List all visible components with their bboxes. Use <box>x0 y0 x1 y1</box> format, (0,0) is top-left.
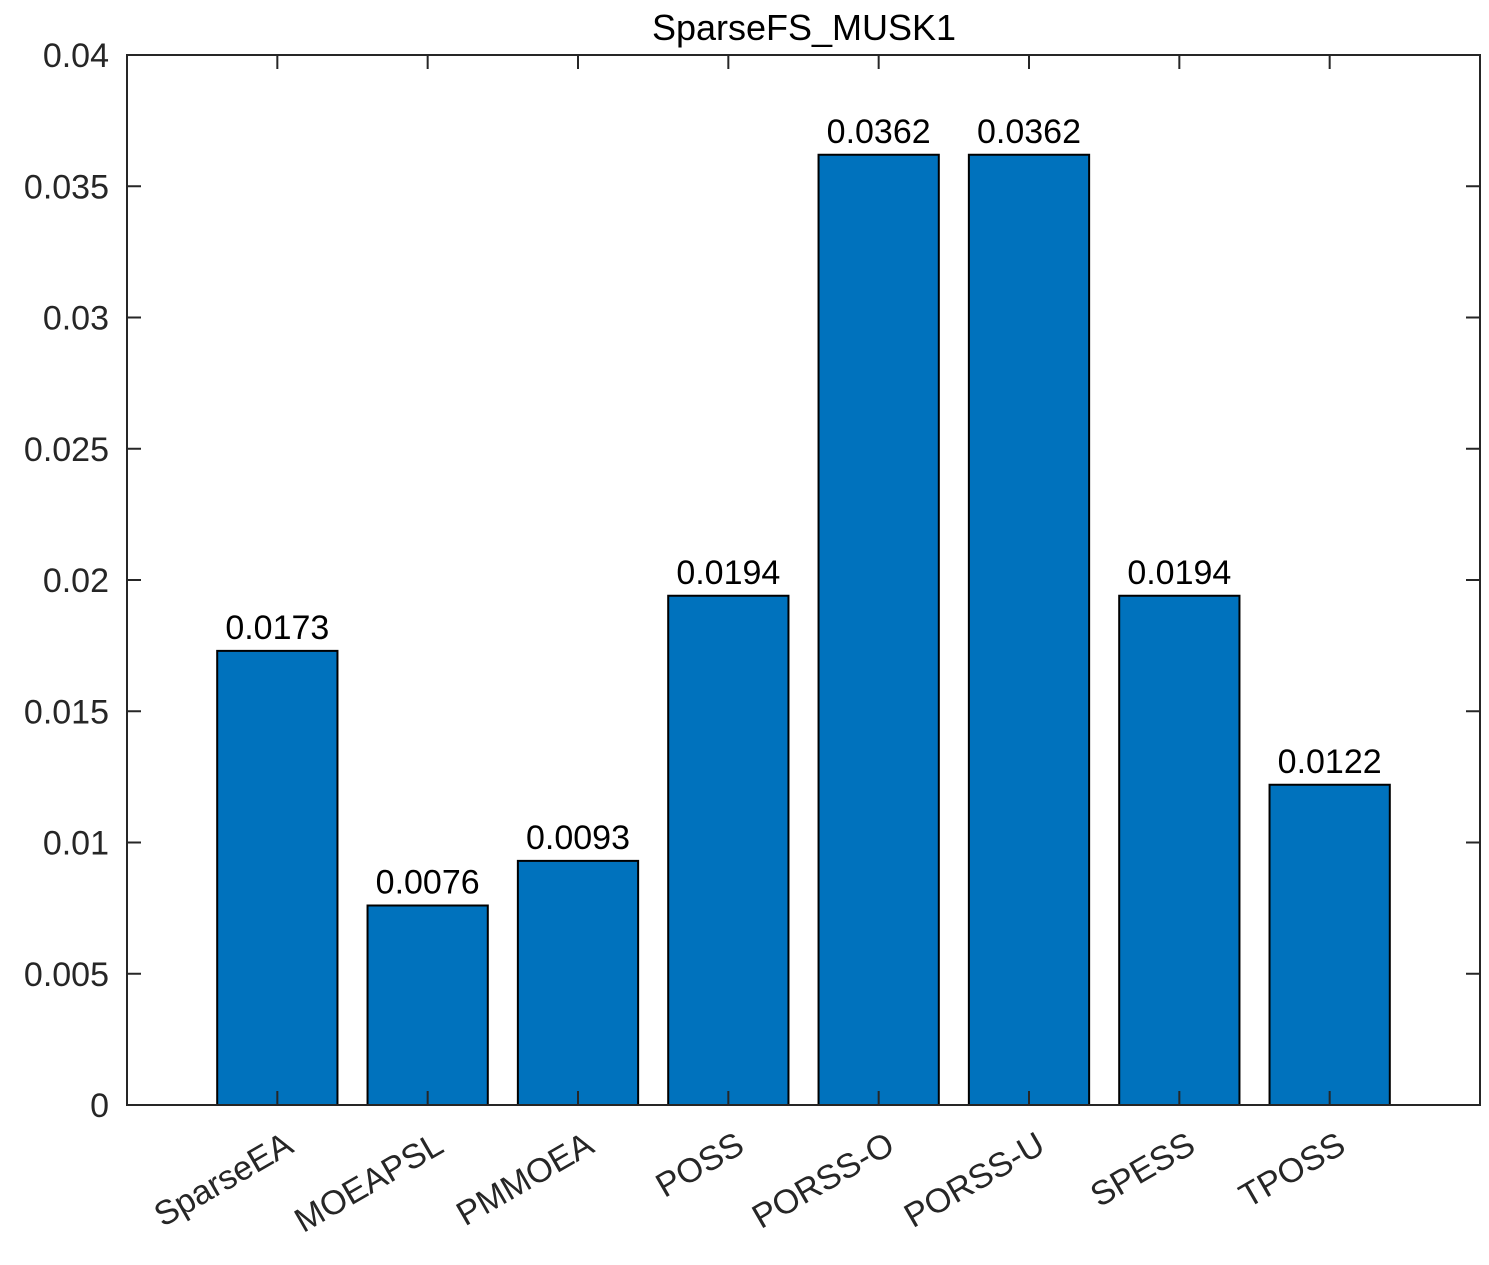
chart-title: SparseFS_MUSK1 <box>652 7 956 48</box>
x-tick-label-pmmoea: PMMOEA <box>450 1125 600 1234</box>
y-tick-label: 0 <box>90 1087 109 1125</box>
bar-porss-u <box>967 153 1091 1106</box>
y-tick-label: 0.03 <box>43 300 109 338</box>
y-tick-label: 0.02 <box>43 562 109 600</box>
bar-sparseea <box>216 649 339 1106</box>
bar-porss-o <box>817 153 940 1106</box>
data-label-porss-u: 0.0362 <box>977 113 1081 151</box>
data-label-spess: 0.0194 <box>1127 554 1231 592</box>
y-tick-label: 0.015 <box>24 693 109 731</box>
y-ticks-group: 0 0.005 0.01 0.015 0.02 0.025 0.03 0.035 0.04 <box>24 37 1480 1125</box>
bar-pmmoea <box>516 859 640 1106</box>
data-label-porss-o: 0.0362 <box>827 113 931 151</box>
y-tick-label: 0.01 <box>43 825 109 863</box>
bar-moeapsl <box>366 904 489 1106</box>
data-label-poss: 0.0194 <box>676 554 780 592</box>
bar-poss <box>667 594 790 1106</box>
bars-group <box>216 153 1391 1106</box>
y-tick-label: 0.005 <box>24 956 109 994</box>
x-tick-label-tposs: TPOSS <box>1233 1125 1352 1216</box>
y-tick-label: 0.035 <box>24 168 109 206</box>
bar-tposs <box>1268 783 1391 1106</box>
y-tick-label: 0.04 <box>43 37 109 75</box>
x-tick-label-porss-o: PORSS-O <box>746 1125 901 1236</box>
x-tick-label-spess: SPESS <box>1084 1125 1201 1215</box>
x-tick-label-poss: POSS <box>650 1125 751 1205</box>
bar-spess <box>1118 594 1241 1106</box>
data-labels-group: 0.0173 0.0076 0.0093 0.0194 0.0362 0.0362 0.01… <box>225 113 1381 902</box>
data-label-tposs: 0.0122 <box>1278 743 1382 781</box>
data-label-sparseea: 0.0173 <box>225 609 329 647</box>
y-tick-label: 0.025 <box>24 431 109 469</box>
data-label-moeapsl: 0.0076 <box>376 864 480 902</box>
x-tick-label-sparseea: SparseEA <box>148 1125 300 1235</box>
data-label-pmmoea: 0.0093 <box>526 819 630 857</box>
x-tick-label-porss-u: PORSS-U <box>898 1125 1051 1235</box>
x-tick-label-moeapsl: MOEAPSL <box>288 1125 449 1240</box>
